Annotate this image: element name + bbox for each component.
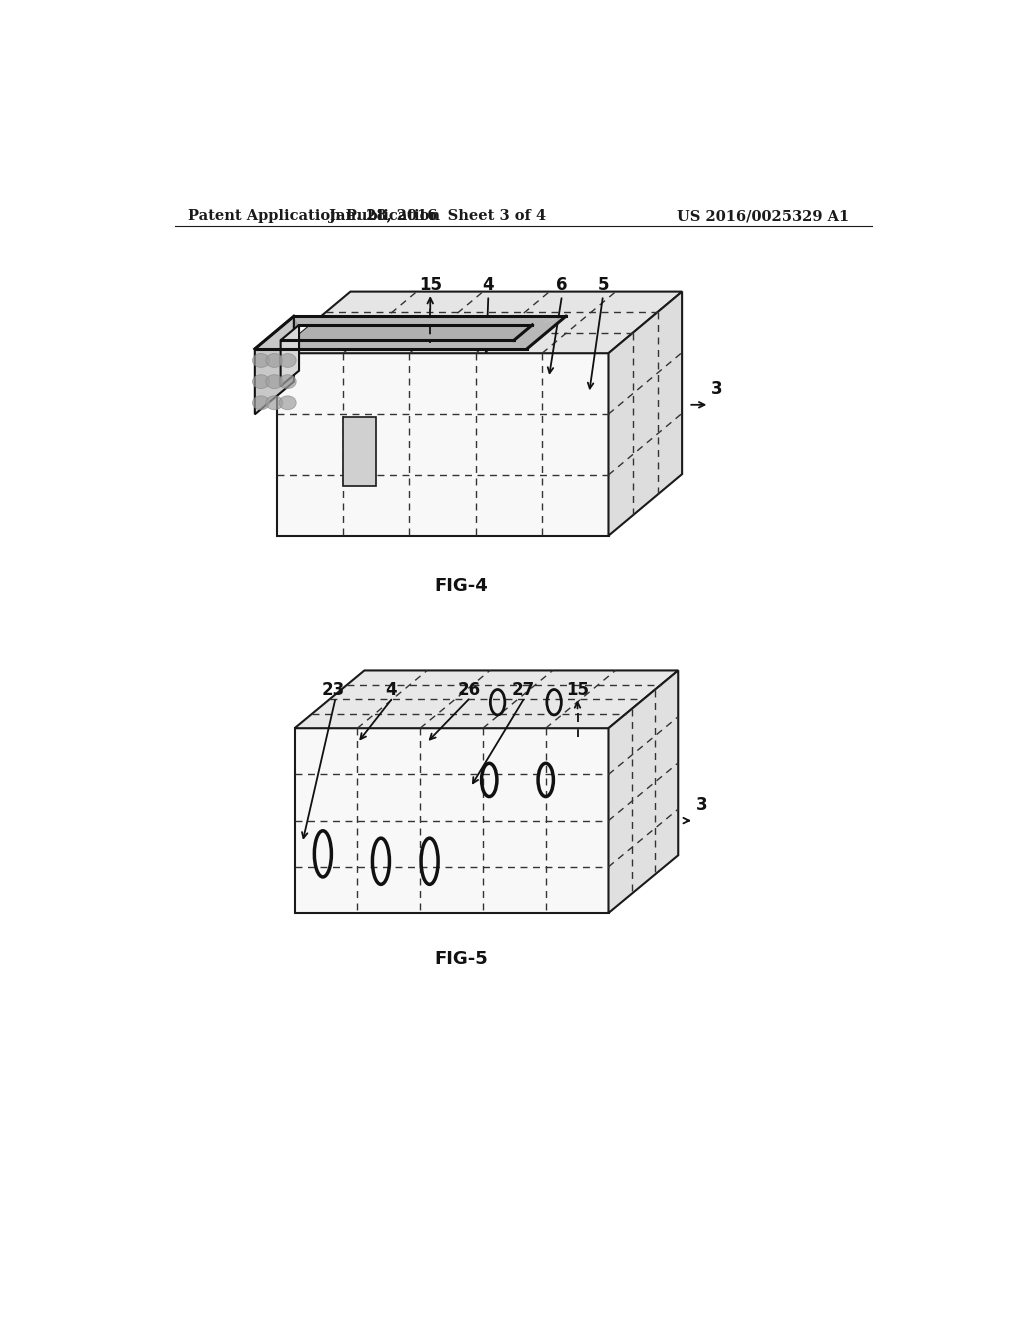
Ellipse shape bbox=[266, 354, 283, 367]
Polygon shape bbox=[255, 317, 299, 348]
Ellipse shape bbox=[266, 396, 283, 409]
Text: 27: 27 bbox=[512, 681, 535, 698]
Polygon shape bbox=[294, 317, 566, 325]
Polygon shape bbox=[255, 317, 294, 414]
Polygon shape bbox=[514, 317, 566, 348]
Polygon shape bbox=[285, 322, 552, 347]
Ellipse shape bbox=[253, 375, 269, 388]
Text: FIG-5: FIG-5 bbox=[434, 950, 488, 968]
Polygon shape bbox=[276, 292, 682, 354]
Text: 4: 4 bbox=[386, 681, 397, 698]
Ellipse shape bbox=[253, 396, 269, 409]
Polygon shape bbox=[276, 354, 608, 536]
Text: US 2016/0025329 A1: US 2016/0025329 A1 bbox=[677, 209, 850, 223]
Text: 26: 26 bbox=[458, 681, 480, 698]
Polygon shape bbox=[608, 671, 678, 913]
Bar bbox=[343, 417, 376, 487]
Ellipse shape bbox=[280, 396, 296, 409]
Ellipse shape bbox=[253, 354, 269, 367]
Ellipse shape bbox=[280, 375, 296, 388]
Polygon shape bbox=[608, 292, 682, 536]
Ellipse shape bbox=[280, 354, 296, 367]
Polygon shape bbox=[295, 729, 608, 913]
Text: 3: 3 bbox=[695, 796, 708, 814]
Text: 4: 4 bbox=[482, 276, 495, 294]
Text: 6: 6 bbox=[556, 276, 567, 294]
Polygon shape bbox=[295, 671, 678, 729]
Text: 3: 3 bbox=[712, 380, 723, 399]
Polygon shape bbox=[255, 341, 527, 348]
Text: 23: 23 bbox=[322, 681, 345, 698]
Text: 15: 15 bbox=[566, 681, 589, 698]
Polygon shape bbox=[281, 325, 299, 385]
Text: Patent Application Publication: Patent Application Publication bbox=[188, 209, 440, 223]
Text: FIG-4: FIG-4 bbox=[434, 577, 488, 595]
Ellipse shape bbox=[266, 375, 283, 388]
Text: Jan. 28, 2016  Sheet 3 of 4: Jan. 28, 2016 Sheet 3 of 4 bbox=[330, 209, 547, 223]
Text: 5: 5 bbox=[597, 276, 609, 294]
Text: 15: 15 bbox=[419, 276, 441, 294]
